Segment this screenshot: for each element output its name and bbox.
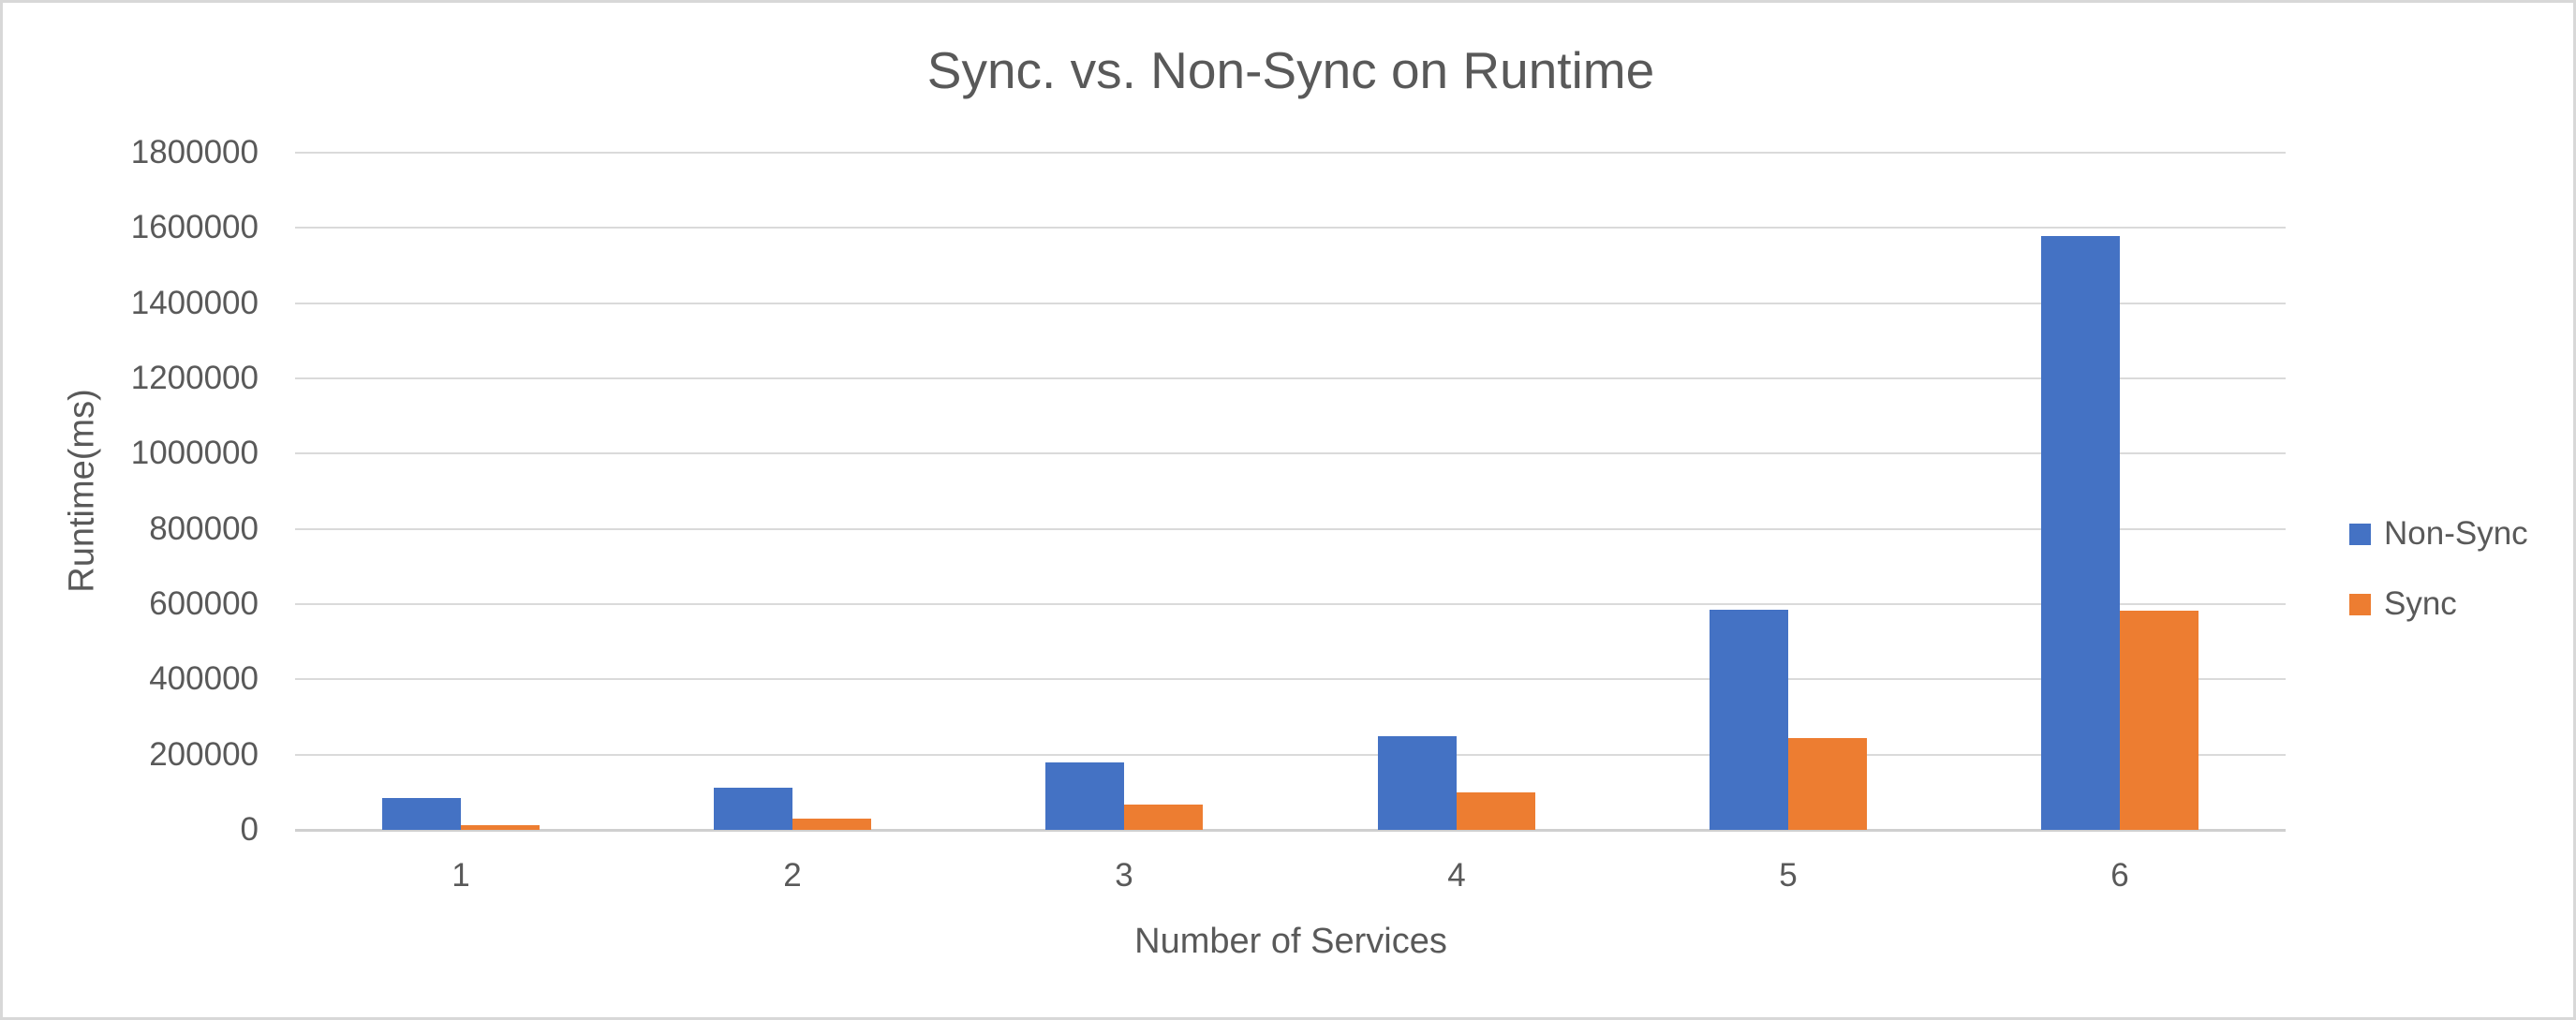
gridline [295,753,2286,756]
legend-entry-non-sync: Non-Sync [2349,515,2528,553]
gridline [295,452,2286,455]
bar-non-sync-4 [1378,736,1457,830]
x-tick-label-2: 2 [783,857,802,894]
bar-sync-2 [792,819,871,830]
bar-sync-6 [2120,611,2198,830]
gridline [295,152,2286,154]
y-tick-label-400000: 400000 [149,660,259,698]
gridline [295,302,2286,304]
x-tick-label-6: 6 [2110,857,2129,894]
y-tick-label-1600000: 1600000 [130,209,259,246]
x-tick-label-4: 4 [1447,857,1466,894]
bar-sync-4 [1457,792,1535,830]
x-axis-title: Number of Services [1134,922,1447,961]
legend-label: Sync [2384,585,2457,622]
y-axis-title: Runtime(ms) [62,389,102,593]
gridline [295,227,2286,229]
gridline [295,678,2286,681]
y-tick-label-0: 0 [240,811,259,848]
x-axis-line [295,829,2286,832]
x-tick-label-1: 1 [452,857,470,894]
bar-non-sync-1 [382,798,461,830]
bar-non-sync-3 [1045,762,1124,830]
legend-entry-sync: Sync [2349,585,2528,623]
y-tick-label-1000000: 1000000 [130,435,259,472]
legend: Non-Sync Sync [2349,515,2528,656]
bar-sync-3 [1124,805,1203,830]
bar-sync-5 [1788,738,1867,830]
y-tick-label-600000: 600000 [149,585,259,622]
legend-swatch-icon [2349,523,2371,545]
bar-non-sync-5 [1710,610,1788,830]
x-tick-label-3: 3 [1115,857,1133,894]
y-tick-label-1200000: 1200000 [130,360,259,396]
plot-area [295,152,2286,832]
gridline [295,377,2286,379]
bar-sync-1 [461,825,540,830]
y-tick-label-1400000: 1400000 [130,284,259,321]
y-tick-label-800000: 800000 [149,510,259,547]
gridline [295,527,2286,530]
legend-label: Non-Sync [2384,515,2528,552]
y-tick-label-200000: 200000 [149,735,259,773]
chart-title: Sync. vs. Non-Sync on Runtime [926,41,1655,99]
legend-swatch-icon [2349,593,2371,615]
bar-non-sync-2 [714,788,792,830]
y-tick-label-1800000: 1800000 [130,134,259,170]
gridline [295,603,2286,605]
bar-non-sync-6 [2041,236,2120,830]
x-tick-label-5: 5 [1779,857,1798,894]
